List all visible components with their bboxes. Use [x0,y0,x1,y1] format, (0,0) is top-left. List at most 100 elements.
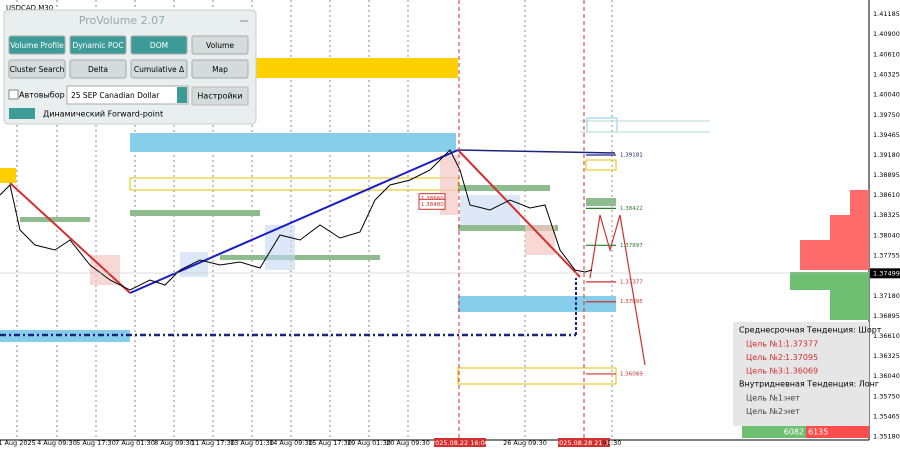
zone [458,185,550,191]
level-box [418,198,446,210]
time-label: 01:30 [603,439,622,447]
zone [586,198,616,206]
button-label: Cumulative Δ [134,65,185,74]
price-label: 1.37180 [873,292,900,300]
zone [458,225,558,231]
intraday: Внутридневная Тенденция: Лонг [739,380,879,389]
button-label: Cluster Search [10,65,65,74]
time-label: 14 Aug 09:30 [269,439,313,447]
price-label: 1.38325 [873,211,900,219]
time-label: 1 Aug 2025 [0,439,36,447]
panel-button[interactable] [8,35,66,55]
current-price: 1.37499 [873,269,900,277]
price-label: 1.35180 [873,432,900,440]
price-label: 1.36610 [873,332,900,340]
target-value: 1.36069 [785,367,818,376]
zone [0,168,16,183]
toggle[interactable] [9,108,35,119]
price-label: 1.39750 [873,111,900,119]
zone [220,255,380,260]
time-highlight [434,438,486,447]
select-arrow[interactable] [177,87,187,103]
level-label: 1.38422 [620,206,643,212]
target-label: Цель №1: [746,394,786,403]
contract: 25 SEP Canadian Dollar [71,91,160,100]
volume-profile [790,190,869,320]
trend-line [457,149,581,278]
button-label: Map [212,65,228,74]
price-label: 1.40610 [873,50,900,58]
target-value: 1.37095 [785,353,818,362]
auto-select: Автовыбор [19,91,65,100]
level-label: 1.36069 [620,371,643,377]
panel-button[interactable] [130,35,188,55]
info-box: Среднесрочная Тенденция: Шорт Цель №1: 1.… [733,322,882,438]
level-label: 1.37377 [620,279,643,285]
zone [20,217,90,222]
price-label: 1.36040 [873,372,900,380]
checkbox[interactable] [8,89,19,100]
button-label: Delta [88,65,108,74]
panel-button[interactable] [69,59,127,79]
target-value: 1.37377 [785,340,818,349]
volume-footer-bg [806,426,869,438]
zone [457,367,617,385]
trend-line [129,149,459,294]
button-label: DOM [150,41,168,50]
button-label: Volume Profile [10,41,64,50]
price-label: 1.39465 [873,131,900,139]
forward-point: Динамический Forward-point [43,110,163,119]
price-label: 1.35465 [873,412,900,420]
medium-term: Среднесрочная Тенденция: Шорт [739,326,882,335]
time-highlight [558,438,610,447]
level-labels: 1.39181 1.38422 1.37897 1.37377 1.37095 1.360… [418,152,643,377]
settings: Настройки [197,92,242,101]
time-label: 2025.08.22 16:00 [431,439,489,447]
volume-buy: 6082 [784,428,804,437]
zone [585,159,617,171]
forecast [589,214,646,366]
button-label: Volume [206,41,234,50]
price-label: 1.40325 [873,71,900,79]
target-label: Цель №1: [746,340,786,349]
price-label: 1.39180 [873,151,900,159]
panel-button[interactable] [130,59,188,79]
panel-button[interactable] [191,59,249,79]
level-label: 1.37095 [620,299,643,305]
price-label: 1.38040 [873,231,900,239]
settings-button[interactable] [191,86,249,106]
panel-button[interactable] [69,35,127,55]
level-line [457,149,616,154]
price-label: 1.38895 [873,171,900,179]
time-label: 4 Aug 09:30 [37,439,77,447]
contract-select[interactable] [66,85,189,105]
price-label: 1.38610 [873,191,900,199]
volume-sell: 6135 [808,428,828,437]
current-price-box [870,268,900,279]
price-axis: 1.41185 1.40900 1.40610 1.40325 1.40040 1.397… [870,10,900,440]
price-label: 1.37755 [873,251,900,259]
target-label: Цель №2: [746,353,786,362]
provolume-panel: ProVolume 2.07 Volume Profile Dynamic POC… [3,9,257,125]
time-label: 5 Aug 17:30 [76,439,116,447]
zone [130,210,260,216]
button-label: Dynamic POC [72,41,123,50]
price-label: 1.40900 [873,30,900,38]
price-label: 1.40040 [873,91,900,99]
zone [458,296,616,312]
zone [250,58,458,78]
target-value: нет [785,407,800,416]
time-label: 26 Aug 09:30 [503,439,547,447]
symbol: USDCAD,M30 [6,4,53,12]
target-label: Цель №2: [746,407,786,416]
info-bg [733,322,869,426]
panel-button[interactable] [8,59,66,79]
price-label: 1.36325 [873,352,900,360]
time-label: 11 Aug 17:30 [191,439,235,447]
time-label: 13 Aug 01:30 [230,439,274,447]
time-axis: 1 Aug 2025 4 Aug 09:30 5 Aug 17:30 7 Aug 01… [0,438,621,447]
zone [130,133,456,152]
panel-button[interactable] [191,35,249,55]
time-label: 15 Aug 17:30 [308,439,352,447]
